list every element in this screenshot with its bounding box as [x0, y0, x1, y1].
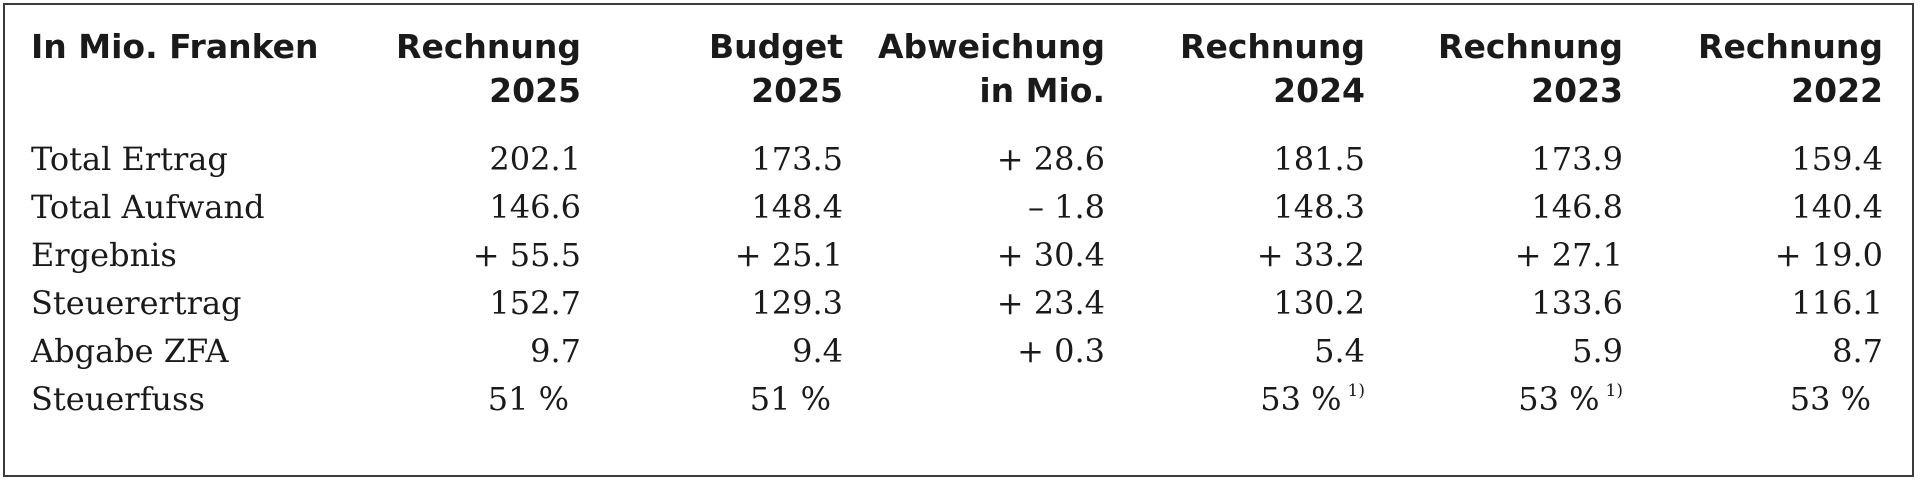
cell-value: 173.5 [751, 140, 843, 178]
cell-value: 133.6 [1531, 284, 1623, 322]
row-label: Ergebnis [31, 236, 177, 274]
cell-value: 51 % [331, 375, 581, 423]
table-row-ergebnis: Ergebnis + 55.5 + 25.1 + 30.4 + 33.2 + 2… [31, 231, 1883, 279]
cell-value: 146.8 [1531, 188, 1623, 226]
header-row: In Mio. Franken Rechnung 2025 Budget 202… [31, 25, 1883, 135]
table-row-abgabe-zfa: Abgabe ZFA 9.7 9.4 + 0.3 5.4 5.9 8.7 [31, 327, 1883, 375]
row-label: Steuerertrag [31, 284, 242, 322]
cell-value: + 19.0 [1774, 236, 1883, 274]
header-budget-2025: Budget 2025 [581, 25, 843, 135]
cell-value: 5.9 [1572, 332, 1623, 370]
cell-value: 202.1 [489, 140, 581, 178]
header-abweichung: Abweichung in Mio. [843, 25, 1105, 135]
footnote-marker: 1) [1347, 381, 1365, 401]
cell-value: + 55.5 [472, 236, 581, 274]
header-rechnung-2022: Rechnung 2022 [1623, 25, 1883, 135]
cell-value: 116.1 [1791, 284, 1883, 322]
row-label: Total Aufwand [31, 188, 265, 226]
header-title: In Mio. Franken [31, 27, 319, 66]
cell-value: + 23.4 [996, 284, 1105, 322]
cell-value: + 27.1 [1514, 236, 1623, 274]
cell-value: 148.4 [751, 188, 843, 226]
cell-value: – 1.8 [1027, 188, 1105, 226]
cell-value: + 25.1 [734, 236, 843, 274]
cell-value: 9.7 [530, 332, 581, 370]
header-line2: in Mio. [979, 71, 1105, 110]
cell-value [843, 375, 1105, 423]
table-row-total-ertrag: Total Ertrag 202.1 173.5 + 28.6 181.5 17… [31, 135, 1883, 183]
cell-text: 53 % [1789, 380, 1871, 418]
header-line1: Budget [708, 27, 843, 66]
cell-value: 130.2 [1273, 284, 1365, 322]
header-rechnung-2024: Rechnung 2024 [1105, 25, 1365, 135]
cell-value: + 28.6 [996, 140, 1105, 178]
header-line2: 2024 [1273, 71, 1365, 110]
header-line1: Abweichung [877, 27, 1105, 66]
header-line2: 2025 [751, 71, 843, 110]
cell-value: + 0.3 [1017, 332, 1105, 370]
cell-value: 152.7 [489, 284, 581, 322]
header-rechnung-2025: Rechnung 2025 [331, 25, 581, 135]
cell-value: + 30.4 [996, 236, 1105, 274]
cell-value: 140.4 [1791, 188, 1883, 226]
cell-text: 53 % [1518, 380, 1600, 418]
cell-value: 129.3 [751, 284, 843, 322]
header-line1: Rechnung [1438, 27, 1623, 66]
cell-value: 148.3 [1273, 188, 1365, 226]
cell-value: 51 % [581, 375, 843, 423]
cell-value: 9.4 [792, 332, 843, 370]
header-line1: Rechnung [1180, 27, 1365, 66]
cell-value: + 33.2 [1256, 236, 1365, 274]
cell-text: 53 % [1260, 380, 1342, 418]
cell-value: 159.4 [1791, 140, 1883, 178]
financial-table: In Mio. Franken Rechnung 2025 Budget 202… [31, 25, 1883, 423]
cell-value: 181.5 [1273, 140, 1365, 178]
footnote-marker: 1) [1605, 381, 1623, 401]
cell-value: 53 % [1623, 375, 1883, 423]
cell-text: 51 % [749, 380, 831, 418]
cell-value: 53 % 1) [1365, 375, 1623, 423]
cell-value: 53 % 1) [1105, 375, 1365, 423]
header-line1: Rechnung [1698, 27, 1883, 66]
header-line1: Rechnung [396, 27, 581, 66]
row-label: Abgabe ZFA [31, 332, 229, 370]
row-label: Total Ertrag [31, 140, 228, 178]
table-row-steuerfuss: Steuerfuss 51 % 51 % 53 % 1) 53 % 1) 53 % [31, 375, 1883, 423]
header-rechnung-2023: Rechnung 2023 [1365, 25, 1623, 135]
table-row-total-aufwand: Total Aufwand 146.6 148.4 – 1.8 148.3 14… [31, 183, 1883, 231]
cell-text: 51 % [487, 380, 569, 418]
table-row-steuerertrag: Steuerertrag 152.7 129.3 + 23.4 130.2 13… [31, 279, 1883, 327]
cell-value: 146.6 [489, 188, 581, 226]
header-label-column: In Mio. Franken [31, 25, 331, 135]
header-line2: 2023 [1531, 71, 1623, 110]
row-label: Steuerfuss [31, 380, 205, 418]
table-frame: In Mio. Franken Rechnung 2025 Budget 202… [3, 3, 1914, 477]
cell-value: 173.9 [1531, 140, 1623, 178]
header-line2: 2025 [489, 71, 581, 110]
cell-value: 8.7 [1832, 332, 1883, 370]
cell-value: 5.4 [1314, 332, 1365, 370]
header-line2: 2022 [1791, 71, 1883, 110]
